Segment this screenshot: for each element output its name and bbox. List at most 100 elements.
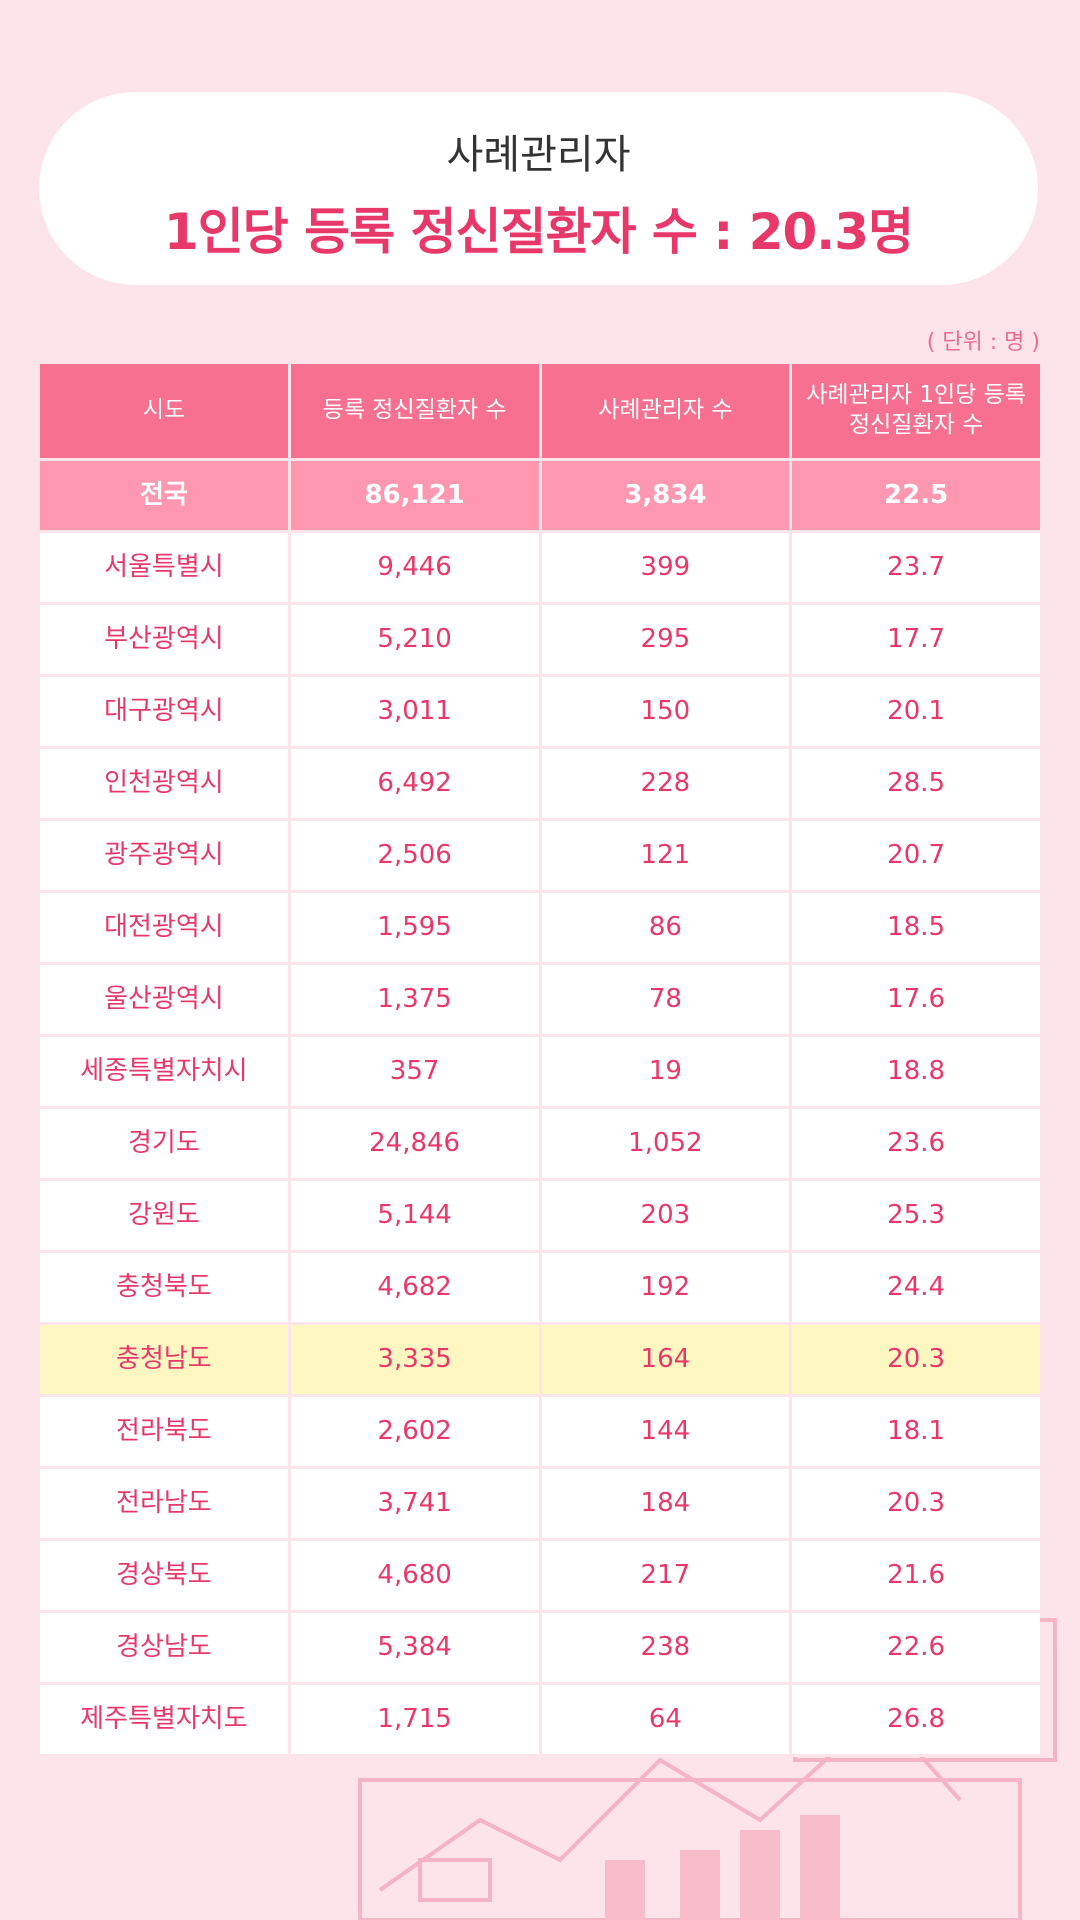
table-cell: 228 — [542, 749, 793, 818]
table-cell: 제주특별자치도 — [40, 1685, 291, 1754]
table-cell: 경상남도 — [40, 1613, 291, 1682]
table-row: 전라남도 3,741 184 20.3 — [40, 1469, 1040, 1541]
table-cell: 충청남도 — [40, 1325, 291, 1394]
table-cell: 86 — [542, 893, 793, 962]
table-cell: 6,492 — [291, 749, 542, 818]
table-cell: 22.5 — [884, 479, 949, 510]
table-cell: 64 — [542, 1685, 793, 1754]
table-cell: 부산광역시 — [40, 605, 291, 674]
table-row: 대전광역시 1,595 86 18.5 — [40, 893, 1040, 965]
table-cell: 20.7 — [887, 839, 946, 870]
table-cell: 3,834 — [542, 461, 793, 530]
table-cell: 4,680 — [291, 1541, 542, 1610]
table-cell: 295 — [542, 605, 793, 674]
header-card: 사례관리자 1인당 등록 정신질환자 수 : 20.3명 — [39, 92, 1038, 285]
table-header-row: 시도 등록 정신질환자 수 사례관리자 수 사례관리자 1인당 등록 정신질환자 수 — [40, 364, 1040, 461]
table-cell: 울산광역시 — [40, 965, 291, 1034]
table-cell: 4,682 — [291, 1253, 542, 1322]
table-cell: 238 — [542, 1613, 793, 1682]
table-cell: 1,052 — [542, 1109, 793, 1178]
table-cell: 사례관리자 수 — [542, 364, 793, 458]
table-row: 충청남도 3,335 164 20.3 — [40, 1325, 1040, 1397]
table-cell: 전국 — [40, 461, 291, 530]
table-cell: 17.7 — [887, 623, 946, 654]
table-row: 서울특별시 9,446 399 23.7 — [40, 533, 1040, 605]
table-cell: 경상북도 — [40, 1541, 291, 1610]
table-cell: 21.6 — [887, 1559, 946, 1590]
table-cell: 충청북도 — [40, 1253, 291, 1322]
table-cell: 3,741 — [291, 1469, 542, 1538]
table-row: 대구광역시 3,011 150 20.1 — [40, 677, 1040, 749]
table-cell: 25.3 — [887, 1199, 946, 1230]
table-cell: 9,446 — [291, 533, 542, 602]
table-cell: 26.8 — [887, 1703, 946, 1734]
table-cell: 22.6 — [887, 1631, 946, 1662]
table-cell: 184 — [542, 1469, 793, 1538]
table-cell: 121 — [542, 821, 793, 890]
table-cell: 19 — [542, 1037, 793, 1106]
table-row: 울산광역시 1,375 78 17.6 — [40, 965, 1040, 1037]
table-cell: 20.1 — [887, 695, 946, 726]
table-cell: 357 — [291, 1037, 542, 1106]
table-cell: 2,506 — [291, 821, 542, 890]
table-cell: 강원도 — [40, 1181, 291, 1250]
table-cell: 대전광역시 — [40, 893, 291, 962]
table-row: 충청북도 4,682 192 24.4 — [40, 1253, 1040, 1325]
table-cell: 150 — [542, 677, 793, 746]
table-row: 인천광역시 6,492 228 28.5 — [40, 749, 1040, 821]
table-cell: 144 — [542, 1397, 793, 1466]
table-cell: 86,121 — [291, 461, 542, 530]
table-cell: 3,335 — [291, 1325, 542, 1394]
table-cell: 192 — [542, 1253, 793, 1322]
table-row: 경상남도 5,384 238 22.6 — [40, 1613, 1040, 1685]
table-cell: 대구광역시 — [40, 677, 291, 746]
table-cell: 광주광역시 — [40, 821, 291, 890]
table-cell: 전라남도 — [40, 1469, 291, 1538]
total-row: 전국 86,121 3,834 22.5 — [40, 461, 1040, 533]
table-cell: 78 — [542, 965, 793, 1034]
table-row: 부산광역시 5,210 295 17.7 — [40, 605, 1040, 677]
table-cell: 1,375 — [291, 965, 542, 1034]
table-cell: 18.5 — [887, 911, 946, 942]
table-cell: 24,846 — [291, 1109, 542, 1178]
table-cell: 17.6 — [887, 983, 946, 1014]
table-cell: 399 — [542, 533, 793, 602]
table-cell: 28.5 — [887, 767, 946, 798]
table-cell: 5,210 — [291, 605, 542, 674]
table-cell: 23.6 — [887, 1127, 946, 1158]
table-cell: 전라북도 — [40, 1397, 291, 1466]
table-cell: 24.4 — [887, 1271, 946, 1302]
table-cell: 경기도 — [40, 1109, 291, 1178]
table-cell: 서울특별시 — [40, 533, 291, 602]
table-cell: 3,011 — [291, 677, 542, 746]
table-cell: 20.3 — [887, 1487, 946, 1518]
table-row: 전라북도 2,602 144 18.1 — [40, 1397, 1040, 1469]
table-cell: 5,144 — [291, 1181, 542, 1250]
table-cell: 18.1 — [887, 1415, 946, 1446]
table-cell: 5,384 — [291, 1613, 542, 1682]
table-cell: 203 — [542, 1181, 793, 1250]
unit-note: ( 단위 : 명 ) — [926, 330, 1040, 355]
table-cell: 2,602 — [291, 1397, 542, 1466]
table-row: 강원도 5,144 203 25.3 — [40, 1181, 1040, 1253]
table-cell: 1,715 — [291, 1685, 542, 1754]
table-row: 세종특별자치시 357 19 18.8 — [40, 1037, 1040, 1109]
table-cell: 등록 정신질환자 수 — [291, 364, 542, 458]
table-row: 경상북도 4,680 217 21.6 — [40, 1541, 1040, 1613]
table-cell: 164 — [542, 1325, 793, 1394]
table-row: 제주특별자치도 1,715 64 26.8 — [40, 1685, 1040, 1757]
header-subtitle: 1인당 등록 정신질환자 수 : 20.3명 — [163, 203, 914, 261]
table-row: 광주광역시 2,506 121 20.7 — [40, 821, 1040, 893]
table-cell: 1,595 — [291, 893, 542, 962]
table-cell: 18.8 — [887, 1055, 946, 1086]
table-cell: 사례관리자 1인당 등록 정신질환자 수 — [806, 382, 1026, 438]
table-cell: 시도 — [40, 364, 291, 458]
table-cell: 인천광역시 — [40, 749, 291, 818]
table-cell: 20.3 — [887, 1343, 946, 1374]
table-cell: 세종특별자치시 — [40, 1037, 291, 1106]
table-cell: 23.7 — [887, 551, 946, 582]
table-row: 경기도 24,846 1,052 23.6 — [40, 1109, 1040, 1181]
header-title: 사례관리자 — [446, 132, 631, 178]
